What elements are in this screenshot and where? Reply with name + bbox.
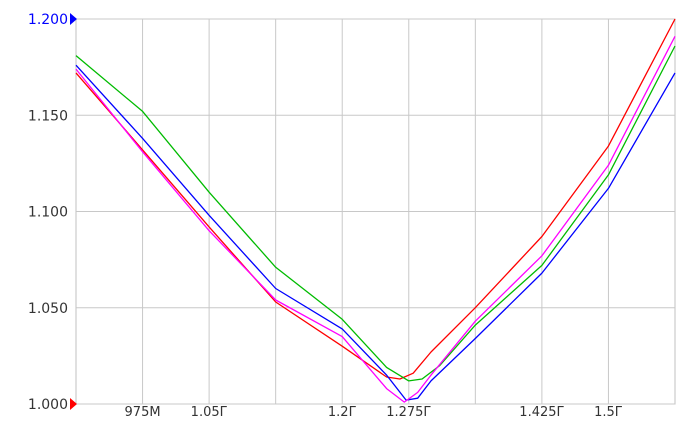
x-tick-label: 1.425Г: [519, 405, 564, 420]
reference-marker: [70, 398, 77, 410]
x-tick-label: 1.05Г: [191, 405, 228, 420]
y-tick-label: 1.050: [28, 301, 68, 317]
y-tick-label: 1.100: [28, 205, 68, 221]
series-layer: [75, 18, 676, 403]
series-line: [75, 45, 676, 382]
x-tick-label: 1.275Г: [386, 405, 431, 420]
x-tick-label: 1.5Г: [594, 405, 623, 420]
x-tick-label: 1.2Г: [328, 405, 357, 420]
series-line: [75, 36, 676, 403]
y-tick-label: 1.200: [28, 12, 68, 28]
x-tick-label: 975M: [125, 405, 161, 420]
series-line: [75, 18, 676, 380]
y-tick-label: 1.150: [28, 108, 68, 124]
axes: 975M 1.05Г 1.2Г 1.275Г 1.425Г 1.5Г 1.200 1.150 1…: [28, 12, 623, 420]
grid: [76, 18, 675, 405]
y-tick-label: 1.000: [28, 397, 68, 413]
reference-marker: [70, 13, 77, 25]
